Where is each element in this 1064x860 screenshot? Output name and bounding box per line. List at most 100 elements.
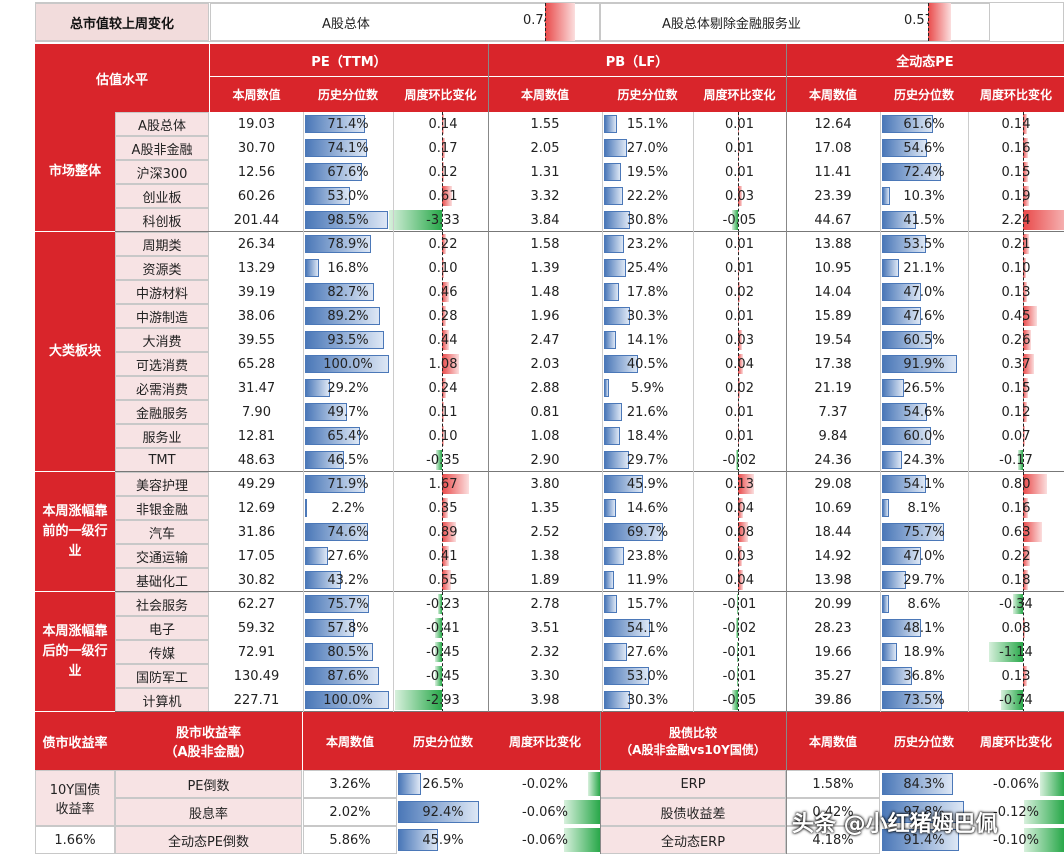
col-divider <box>693 112 694 712</box>
stock-yield-percentile: 92.4% <box>422 804 464 820</box>
pe-change-pos-bar <box>442 330 450 350</box>
stock-yield-percentile-bar <box>398 829 439 851</box>
percentile-bar <box>305 259 320 277</box>
compare-change-bar <box>1040 772 1064 796</box>
pb-percentile: 15.7% <box>626 596 669 612</box>
sub-header: 历史分位数 <box>303 77 393 112</box>
dpe-percentile: 61.6% <box>903 116 945 132</box>
pe-change-axis <box>442 592 443 712</box>
pb-change-pos-bar <box>738 378 741 398</box>
dpe-percentile: 47.0% <box>903 284 945 300</box>
percentile-bar <box>305 523 368 541</box>
dpe-change-pos-bar <box>1023 498 1028 518</box>
pe-value: 38.06 <box>210 304 303 328</box>
percentile-bar <box>882 163 942 181</box>
pb-value: 1.48 <box>488 280 602 304</box>
pe-change: 0.12 <box>428 164 458 180</box>
pe-change: -0.41 <box>426 620 460 636</box>
percentile-bar <box>604 355 639 373</box>
pe-change-pos-bar <box>442 138 445 158</box>
dpe-change-axis <box>1023 232 1024 472</box>
percentile-bar <box>305 619 354 637</box>
stock-yield-label: 股市收益率 <box>175 726 241 741</box>
percentile-bar <box>305 307 380 325</box>
stock-yield-change: -0.06% <box>522 832 568 848</box>
compare-percentile-bar <box>882 773 953 795</box>
pe-change-neg-bar <box>434 666 442 686</box>
pb-change-pos-bar <box>738 570 743 590</box>
pe-percentile: 75.7% <box>327 596 369 612</box>
pe-change: 0.10 <box>428 428 458 444</box>
pe-change: -0.35 <box>426 452 460 468</box>
dpe-value: 35.27 <box>786 664 880 688</box>
col-divider <box>303 112 304 712</box>
percentile-bar <box>604 163 621 181</box>
pe-value: 49.29 <box>210 472 303 496</box>
pb-value: 1.96 <box>488 304 602 328</box>
dpe-percentile: 26.5% <box>903 380 945 396</box>
dpe-change-pos-bar <box>1023 330 1031 350</box>
pe-change: 1.67 <box>428 476 458 492</box>
pe-value: 62.27 <box>210 592 303 616</box>
pb-change-neg-bar <box>735 450 738 470</box>
dpe-change: 0.21 <box>1001 236 1031 252</box>
percentile-bar <box>305 571 342 589</box>
sub-header: 历史分位数 <box>602 77 693 112</box>
pe-change: 0.35 <box>428 500 458 516</box>
pb-change: 0.04 <box>725 572 754 588</box>
pb-value: 1.38 <box>488 544 602 568</box>
percentile-bar <box>882 307 922 325</box>
top-item-name: A股总体 <box>322 17 370 32</box>
compare-change: -0.06% <box>993 776 1039 792</box>
group-header: PE（TTM） <box>210 44 488 76</box>
dpe-change-pos-bar <box>1023 162 1028 182</box>
dpe-percentile: 10.3% <box>903 188 945 204</box>
dpe-change-pos-bar <box>1023 210 1064 230</box>
dpe-value: 21.19 <box>786 376 880 400</box>
dpe-change: 0.12 <box>1001 404 1031 420</box>
percentile-bar <box>604 691 630 709</box>
section-divider <box>115 231 1064 232</box>
pb-percentile: 30.3% <box>626 692 669 708</box>
group-divider <box>786 44 787 712</box>
pe-value: 31.47 <box>210 376 303 400</box>
pb-percentile: 23.8% <box>626 548 669 564</box>
dpe-change: -1.14 <box>999 644 1033 660</box>
percentile-bar <box>882 187 891 205</box>
compare-percentile: 97.8% <box>903 804 945 820</box>
bottom-divider <box>786 712 787 854</box>
pe-percentile: 43.2% <box>327 572 369 588</box>
stock-yield-header: 股市收益率 （A股非金融） <box>115 712 302 770</box>
pb-change: 0.01 <box>725 236 754 252</box>
percentile-bar <box>305 355 389 373</box>
row-name: 汽车 <box>115 520 209 544</box>
top-item-name: A股总体剔除金融服务业 <box>662 17 801 32</box>
pe-change-pos-bar <box>442 474 469 494</box>
pb-value: 1.31 <box>488 160 602 184</box>
compare-value: 0.42% <box>786 798 880 826</box>
pe-percentile: 74.6% <box>327 524 369 540</box>
top-item-bar <box>545 3 575 41</box>
pb-change-neg-bar <box>736 642 738 662</box>
dpe-value: 13.98 <box>786 568 880 592</box>
pe-change-axis <box>442 232 443 472</box>
row-name: 必需消费 <box>115 376 209 400</box>
pe-value: 59.32 <box>210 616 303 640</box>
percentile-bar <box>604 547 625 565</box>
stock-yield-name: 全动态PE倒数 <box>115 826 302 854</box>
dpe-change-pos-bar <box>1023 258 1026 278</box>
percentile-bar <box>882 283 921 301</box>
pe-change: 0.89 <box>428 524 458 540</box>
compare-name: ERP <box>600 770 786 798</box>
percentile-bar <box>305 499 307 517</box>
row-name: 中游制造 <box>115 304 209 328</box>
pb-change-neg-bar <box>732 210 738 230</box>
pb-percentile: 18.4% <box>626 428 669 444</box>
top-item-box <box>600 3 990 41</box>
stock-yield-sublabel: （A股非金融） <box>164 745 253 760</box>
dpe-value: 23.39 <box>786 184 880 208</box>
section-label: 大类板块 <box>35 232 115 472</box>
bottom-sub-header: 本周数值 <box>786 712 880 770</box>
dpe-value: 19.66 <box>786 640 880 664</box>
bond-name: 10Y国债 收益率 <box>35 770 115 826</box>
